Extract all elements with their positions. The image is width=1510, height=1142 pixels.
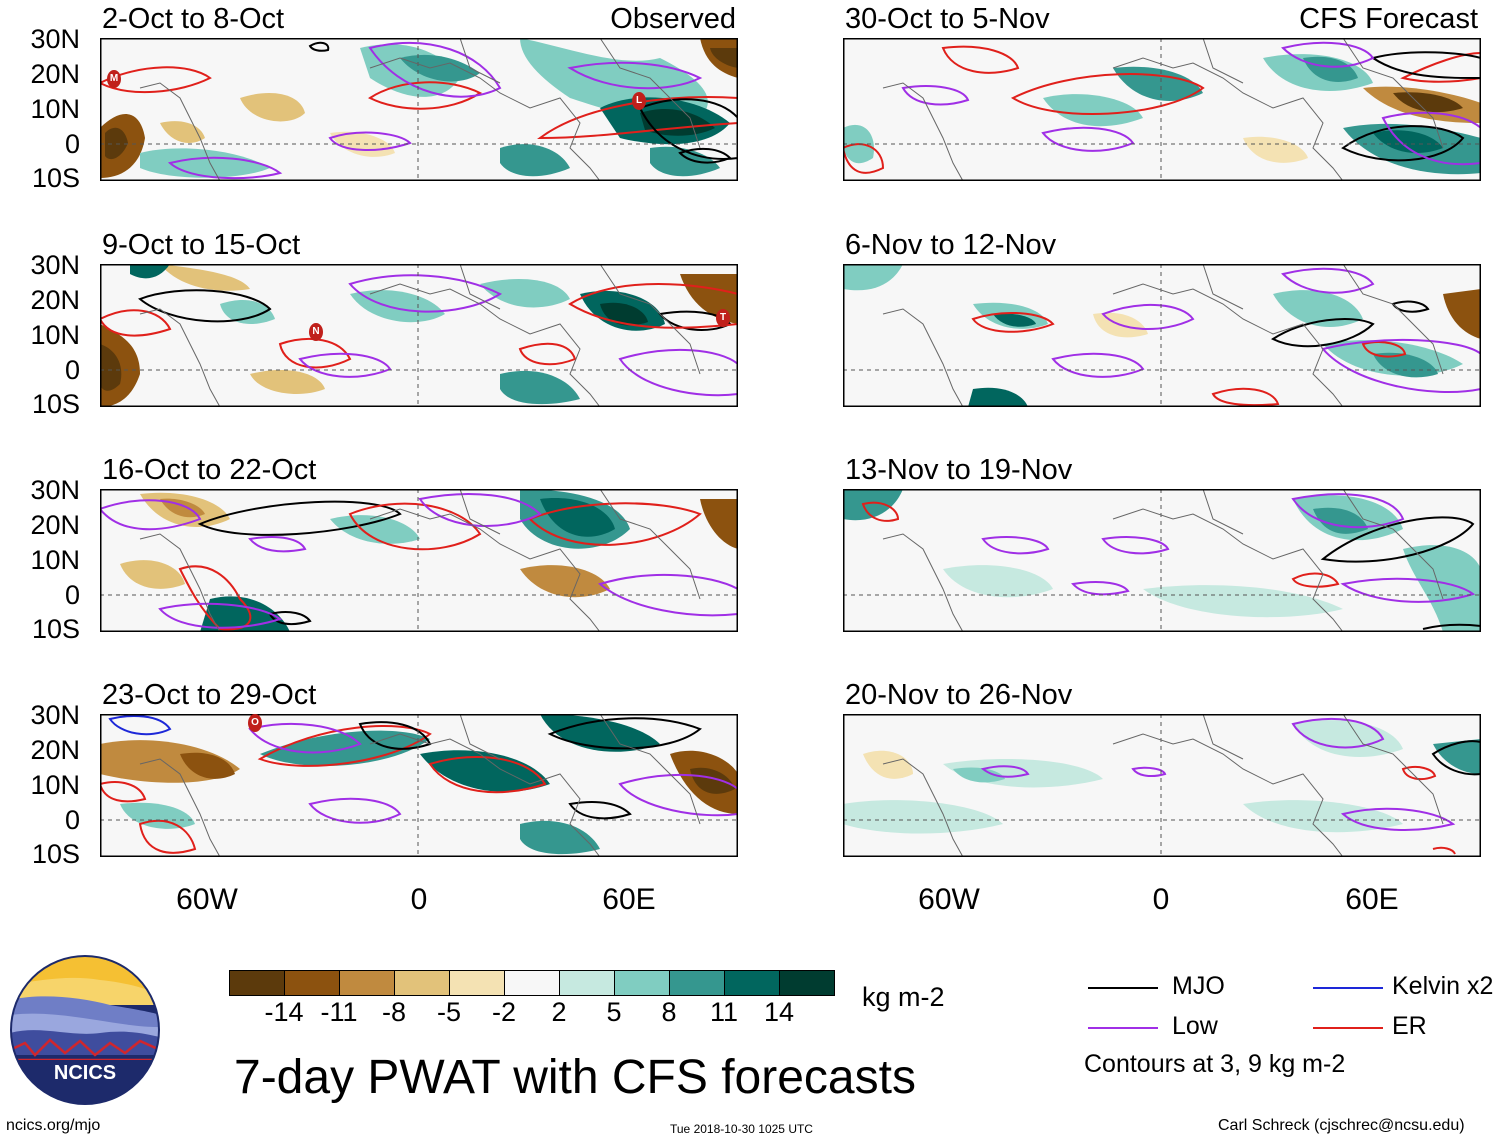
x-tick-0-right: 0 — [1152, 883, 1170, 916]
panel-title-left-1: 9-Oct to 15-Oct — [102, 229, 301, 261]
panel-title-right-0: 30-Oct to 5-Nov — [845, 3, 1050, 35]
y-tick-10n: 10N — [30, 94, 80, 124]
storm-marker-t: T — [716, 309, 730, 327]
colorbar-swatch — [285, 971, 340, 995]
panel-label-observed: Observed — [610, 3, 736, 35]
colorbar-swatch — [670, 971, 725, 995]
colorbar-label: -2 — [491, 997, 516, 1027]
colorbar-swatch — [395, 971, 450, 995]
colorbar-swatch — [340, 971, 395, 995]
legend-label-kelvin: Kelvin x2 — [1392, 972, 1494, 1000]
map-panel-left-1 — [100, 264, 738, 407]
colorbar-label: 5 — [606, 997, 622, 1027]
y-tick-0: 0 — [64, 129, 80, 159]
x-tick-60e-left: 60E — [602, 883, 656, 916]
legend-line-er — [1313, 1027, 1383, 1029]
storm-marker-o: O — [248, 714, 262, 732]
colorbar-label: -14 — [264, 997, 304, 1027]
logo-text: NCICS — [54, 1062, 116, 1084]
colorbar-swatch — [505, 971, 560, 995]
colorbar-swatch — [450, 971, 505, 995]
legend-label-low: Low — [1172, 1012, 1218, 1040]
footer-credit: Carl Schreck (cjschrec@ncsu.edu) — [1218, 1117, 1465, 1134]
x-tick-0-left: 0 — [410, 883, 428, 916]
y-tick-10n: 10N — [30, 320, 80, 350]
x-tick-60w-right: 60W — [918, 883, 980, 916]
colorbar-units: kg m-2 — [862, 982, 945, 1012]
storm-marker-m: M — [107, 70, 121, 88]
colorbar-label: -11 — [320, 997, 358, 1027]
y-tick-10n: 10N — [30, 545, 80, 575]
footer-timestamp: Tue 2018-10-30 1025 UTC — [670, 1122, 813, 1136]
colorbar-label: -5 — [436, 997, 461, 1027]
colorbar-label: 8 — [661, 997, 677, 1027]
panel-title-left-3: 23-Oct to 29-Oct — [102, 679, 317, 711]
y-tick-30n: 30N — [30, 700, 80, 730]
y-tick-0: 0 — [64, 805, 80, 835]
x-tick-60w-left: 60W — [176, 883, 238, 916]
footer-url[interactable]: ncics.org/mjo — [6, 1117, 101, 1134]
map-panel-left-3 — [100, 714, 738, 857]
map-panel-left-2 — [100, 489, 738, 632]
panel-title-left-0: 2-Oct to 8-Oct — [102, 3, 285, 35]
y-tick-10s: 10S — [31, 614, 80, 644]
colorbar-swatch — [725, 971, 780, 995]
storm-marker-l: L — [632, 92, 646, 110]
main-title: 7-day PWAT with CFS forecasts — [234, 1051, 916, 1104]
map-panel-right-2 — [843, 489, 1481, 632]
y-tick-0: 0 — [64, 580, 80, 610]
y-tick-30n: 30N — [30, 250, 80, 280]
y-tick-20n: 20N — [30, 285, 80, 315]
colorbar-swatch — [560, 971, 615, 995]
map-panel-left-0 — [100, 38, 738, 181]
map-panel-right-0 — [843, 38, 1481, 181]
y-tick-30n: 30N — [30, 475, 80, 505]
panel-label-cfs-forecast: CFS Forecast — [1299, 3, 1478, 35]
panel-title-right-2: 13-Nov to 19-Nov — [845, 454, 1073, 486]
y-tick-10s: 10S — [31, 839, 80, 869]
legend-label-er: ER — [1392, 1012, 1427, 1040]
x-tick-60e-right: 60E — [1345, 883, 1399, 916]
y-tick-10s: 10S — [31, 163, 80, 193]
y-tick-20n: 20N — [30, 735, 80, 765]
colorbar-label: -8 — [381, 997, 406, 1027]
colorbar-label: 11 — [709, 997, 739, 1027]
panel-title-right-3: 20-Nov to 26-Nov — [845, 679, 1073, 711]
colorbar-swatch — [615, 971, 670, 995]
y-tick-20n: 20N — [30, 59, 80, 89]
y-tick-0: 0 — [64, 355, 80, 385]
legend-label-mjo: MJO — [1172, 972, 1225, 1000]
storm-marker-n: N — [309, 323, 323, 341]
map-panel-right-3 — [843, 714, 1481, 857]
panel-title-right-1: 6-Nov to 12-Nov — [845, 229, 1057, 261]
colorbar-swatch — [780, 971, 834, 995]
map-panel-right-1 — [843, 264, 1481, 407]
colorbar — [229, 970, 835, 996]
colorbar-label: 2 — [551, 997, 567, 1027]
legend-line-kelvin — [1313, 987, 1383, 989]
y-tick-30n: 30N — [30, 24, 80, 54]
colorbar-label: 14 — [763, 997, 795, 1027]
y-tick-20n: 20N — [30, 510, 80, 540]
panel-title-left-2: 16-Oct to 22-Oct — [102, 454, 317, 486]
legend-line-low — [1088, 1027, 1158, 1029]
y-tick-10n: 10N — [30, 770, 80, 800]
legend-line-mjo — [1088, 987, 1158, 989]
ncics-logo: NCICS — [10, 955, 160, 1105]
y-tick-10s: 10S — [31, 389, 80, 419]
legend-contours-note: Contours at 3, 9 kg m-2 — [1084, 1050, 1346, 1078]
colorbar-swatch — [230, 971, 285, 995]
